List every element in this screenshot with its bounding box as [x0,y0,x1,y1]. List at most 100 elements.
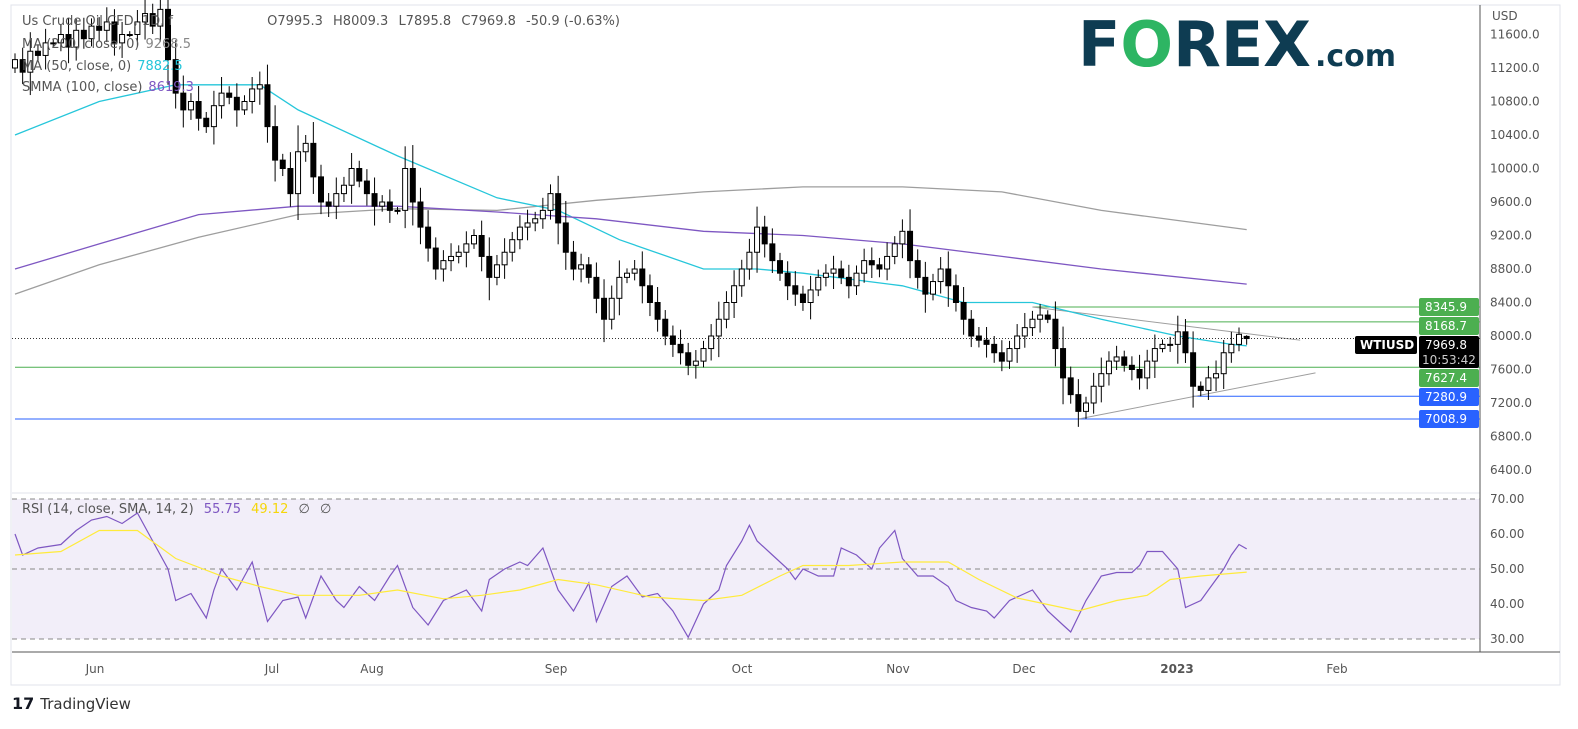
candle-body[interactable] [975,335,982,341]
candle-body[interactable] [386,201,393,211]
candle-body[interactable] [754,226,761,253]
candle-body[interactable] [891,243,898,257]
candle-body[interactable] [601,297,608,320]
candle-body[interactable] [126,34,133,36]
candle-body[interactable] [218,92,225,107]
candle-body[interactable] [914,260,921,278]
candle-body[interactable] [432,247,439,270]
candle-body[interactable] [685,352,692,366]
candle-body[interactable] [1228,343,1235,354]
candle-body[interactable] [478,235,485,257]
candle-body[interactable] [983,339,990,345]
candle-body[interactable] [593,276,600,299]
candle-body[interactable] [264,84,271,128]
candle-body[interactable] [968,318,975,337]
candle-body[interactable] [226,92,233,98]
candle-body[interactable] [157,8,164,27]
candle-body[interactable] [669,335,676,345]
candle-body[interactable] [509,239,516,253]
candle-body[interactable] [624,272,630,278]
candle-body[interactable] [516,226,523,241]
candle-body[interactable] [998,352,1005,362]
candle-body[interactable] [930,281,936,295]
candle-body[interactable] [708,335,715,350]
candle-body[interactable] [142,13,149,23]
candle-body[interactable] [738,268,745,287]
candle-body[interactable] [1075,394,1082,412]
candle-body[interactable] [241,101,248,111]
candle-body[interactable] [677,343,684,354]
candle-body[interactable] [608,297,615,320]
candle-body[interactable] [119,34,126,44]
candle-body[interactable] [1236,333,1242,345]
candle-body[interactable] [325,201,332,207]
candle-body[interactable] [907,230,914,262]
candle-body[interactable] [19,59,26,73]
candle-body[interactable] [210,105,217,128]
candle-body[interactable] [654,302,661,320]
candle-body[interactable] [57,34,64,44]
candle-body[interactable] [945,268,952,287]
candle-body[interactable] [134,21,141,35]
candle-body[interactable] [455,251,462,257]
candle-body[interactable] [187,101,194,111]
candle-body[interactable] [799,293,806,303]
candle-body[interactable] [1213,373,1220,379]
candle-body[interactable] [1090,385,1097,404]
candle-body[interactable] [50,42,57,45]
candle-body[interactable] [1067,377,1074,396]
candle-body[interactable] [256,84,263,90]
candle-body[interactable] [524,222,531,228]
candle-body[interactable] [700,348,707,362]
candle-body[interactable] [425,226,432,249]
candle-body[interactable] [639,268,646,287]
candle-body[interactable] [88,25,95,40]
candle-body[interactable] [1144,360,1151,379]
candle-body[interactable] [861,260,868,274]
candle-body[interactable] [333,193,340,207]
candle-body[interactable] [172,59,179,94]
candle-body[interactable] [203,117,210,128]
candle-body[interactable] [1151,348,1158,362]
candle-body[interactable] [853,272,860,287]
candle-body[interactable] [1113,356,1120,362]
candle-body[interactable] [784,272,791,287]
candle-body[interactable] [73,29,80,48]
candle-body[interactable] [822,272,829,278]
candle-body[interactable] [1121,356,1128,366]
candle-body[interactable] [302,142,309,153]
candle-body[interactable] [12,59,18,69]
candle-body[interactable] [838,268,845,278]
trend-line[interactable] [1078,372,1316,420]
candle-body[interactable] [1220,352,1227,375]
candle-body[interactable] [1044,314,1051,320]
candle-body[interactable] [1098,373,1105,387]
candle-body[interactable] [1052,318,1059,350]
trend-line[interactable] [1032,306,1301,341]
tradingview-logo[interactable]: 17 TradingView [12,694,131,713]
candle-body[interactable] [715,318,722,337]
candle-body[interactable] [27,50,34,73]
candle-body[interactable] [777,260,783,274]
candle-body[interactable] [463,243,470,253]
candle-body[interactable] [1021,327,1028,337]
candle-body[interactable] [868,260,875,266]
candle-body[interactable] [493,264,500,278]
candle-body[interactable] [562,222,569,253]
candle-body[interactable] [539,209,546,220]
candle-body[interactable] [692,360,699,366]
candle-body[interactable] [340,184,347,195]
candle-body[interactable] [1037,314,1044,320]
candle-body[interactable] [1182,331,1189,354]
candle-body[interactable] [272,126,279,161]
candle-body[interactable] [815,276,822,291]
candle-body[interactable] [1014,335,1021,350]
candle-body[interactable] [876,264,883,270]
candle-body[interactable] [1167,343,1174,346]
candle-body[interactable] [165,8,171,61]
candle-body[interactable] [501,251,508,266]
candle-body[interactable] [310,142,317,178]
candle-body[interactable] [65,34,72,48]
candle-body[interactable] [769,243,776,262]
candle-body[interactable] [884,255,891,270]
